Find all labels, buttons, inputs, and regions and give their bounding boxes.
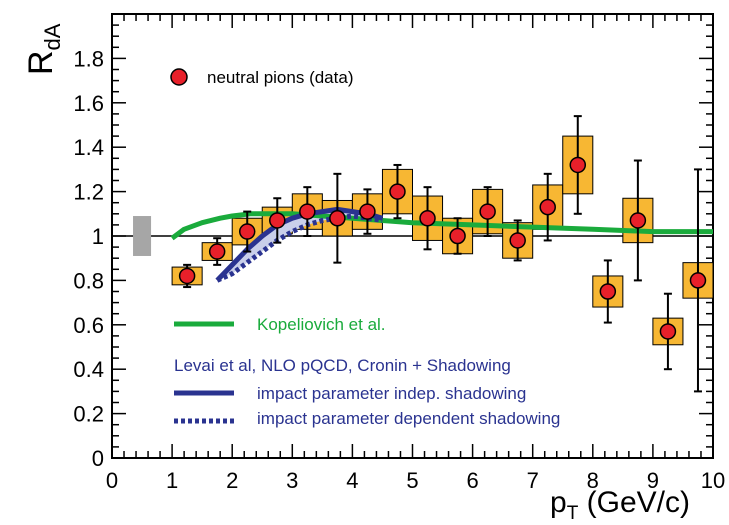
x-tick-label: 8 bbox=[587, 468, 599, 493]
data-point bbox=[599, 283, 617, 300]
legend-marker-data bbox=[170, 68, 188, 86]
data-point bbox=[479, 203, 496, 220]
y-tick-label: 1.6 bbox=[73, 91, 104, 116]
x-tick-label: 2 bbox=[226, 468, 238, 493]
x-tick-label: 3 bbox=[286, 468, 298, 493]
data-point bbox=[359, 203, 376, 220]
data-point bbox=[449, 227, 466, 245]
data-point bbox=[539, 198, 556, 216]
y-tick-label: 1.4 bbox=[73, 135, 104, 160]
legend-label-dep: impact parameter dependent shadowing bbox=[257, 409, 560, 428]
data-point bbox=[389, 183, 406, 200]
data-point bbox=[689, 272, 707, 289]
y-axis-title-sub: dA bbox=[40, 23, 65, 50]
y-tick-label: 0.4 bbox=[73, 357, 104, 382]
y-axis-title-main: R bbox=[22, 50, 60, 75]
y-tick-label: 0.2 bbox=[73, 402, 104, 427]
legend-header-levai: Levai et al, NLO pQCD, Cronin + Shadowin… bbox=[174, 356, 511, 375]
legend-label-kopeliovich: Kopeliovich et al. bbox=[257, 315, 386, 334]
data-point bbox=[629, 212, 647, 229]
legend: neutral pions (data) Kopeliovich et al. … bbox=[170, 68, 560, 428]
data-point bbox=[208, 243, 226, 260]
kopeliovich-curve bbox=[170, 211, 713, 241]
y-tick-label: 1.2 bbox=[73, 180, 104, 205]
x-tick-label: 1 bbox=[166, 468, 178, 493]
data-layer bbox=[112, 115, 714, 393]
x-tick-label: 6 bbox=[466, 468, 478, 493]
x-axis-title-unit: (GeV/c) bbox=[578, 486, 690, 519]
legend-label-indep: impact parameter indep. shadowing bbox=[257, 384, 526, 403]
data-point bbox=[509, 232, 526, 249]
y-tick-label: 0.6 bbox=[73, 313, 104, 338]
x-tick-label: 0 bbox=[106, 468, 118, 493]
x-tick-label: 9 bbox=[647, 468, 659, 493]
y-tick-label: 0.8 bbox=[73, 268, 104, 293]
x-tick-label: 10 bbox=[701, 468, 725, 493]
axis-ticks: 0 1 2 3 4 5 6 7 8 9 10 0 0.2 0.4 0.6 0.8 1 1.2 1.4 1.6 1.8 bbox=[73, 13, 725, 493]
y-tick-label: 1 bbox=[92, 224, 104, 249]
data-point bbox=[299, 203, 316, 220]
x-tick-label: 7 bbox=[527, 468, 539, 493]
data-point bbox=[569, 156, 587, 174]
x-tick-label: 5 bbox=[406, 468, 418, 493]
data-point bbox=[419, 209, 436, 227]
normalization-box bbox=[133, 216, 152, 256]
data-point bbox=[659, 323, 677, 340]
x-axis-title-sub: T bbox=[567, 503, 579, 524]
data-point bbox=[178, 267, 196, 285]
x-tick-label: 4 bbox=[346, 468, 358, 493]
x-axis-title-main: p bbox=[550, 486, 567, 519]
y-tick-label: 1.8 bbox=[73, 46, 104, 71]
x-axis-title: pT (GeV/c) bbox=[550, 486, 690, 524]
y-tick-label: 0 bbox=[92, 446, 104, 471]
data-point bbox=[269, 212, 286, 229]
y-axis-title: RdA bbox=[22, 23, 65, 75]
data-point bbox=[329, 209, 346, 227]
data-point bbox=[238, 223, 256, 240]
levai-dependent-curve bbox=[216, 213, 383, 283]
legend-label-data: neutral pions (data) bbox=[207, 68, 353, 87]
